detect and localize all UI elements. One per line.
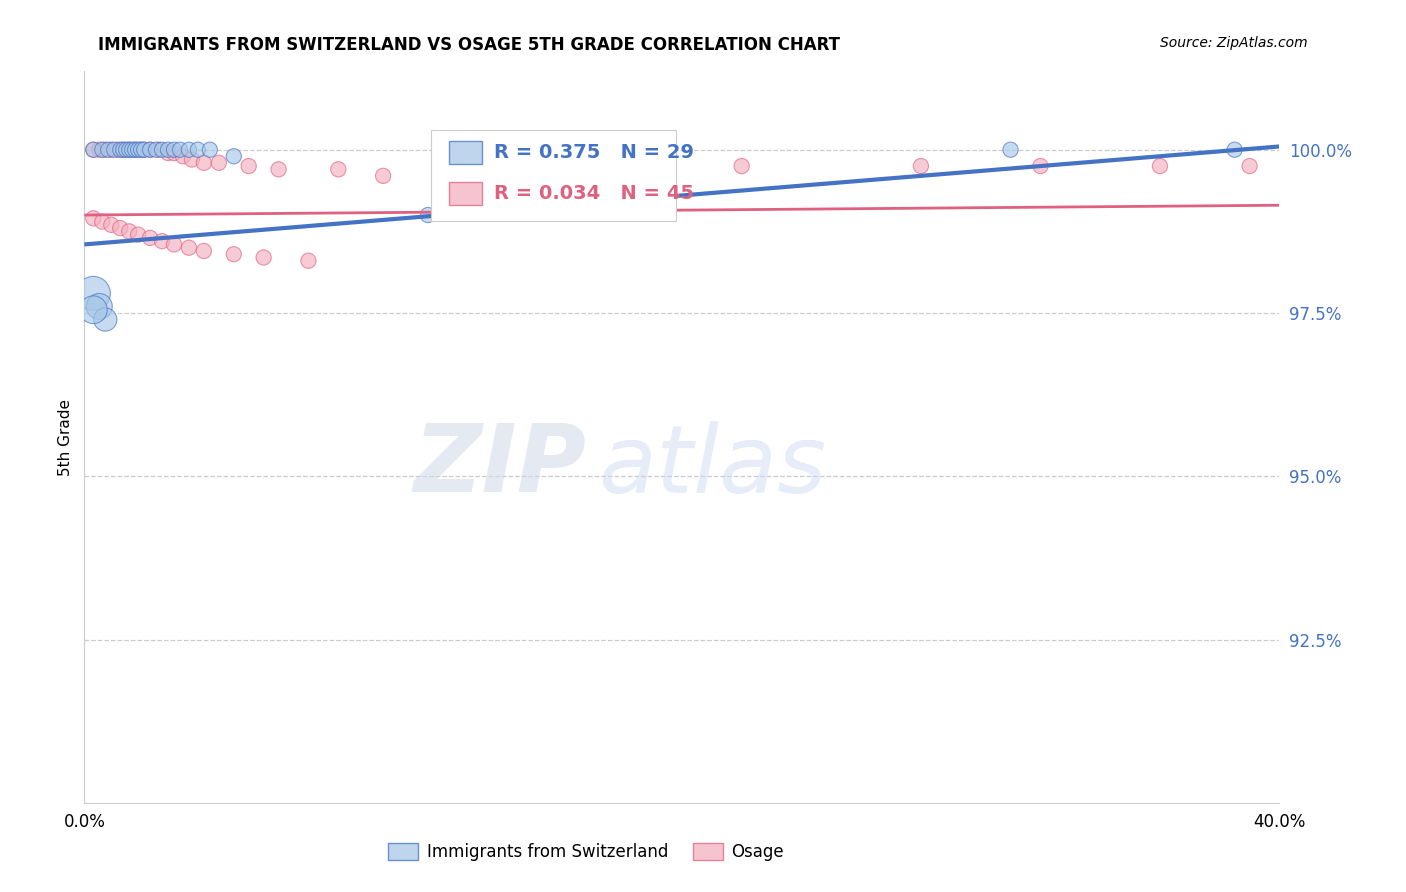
Text: Source: ZipAtlas.com: Source: ZipAtlas.com [1160, 36, 1308, 50]
Point [132, 143, 156, 157]
Point [222, 149, 245, 163]
Point [157, 143, 180, 157]
Point [91, 143, 114, 157]
Point [328, 162, 350, 177]
Text: R = 0.034   N = 45: R = 0.034 N = 45 [495, 184, 695, 203]
Point [150, 143, 173, 157]
Point [110, 221, 132, 235]
Point [1239, 159, 1261, 173]
Point [373, 169, 395, 183]
Point [169, 143, 191, 157]
Legend: Immigrants from Switzerland, Osage: Immigrants from Switzerland, Osage [382, 836, 790, 868]
Point [1029, 159, 1052, 173]
Point [105, 143, 128, 157]
Point [253, 251, 276, 265]
Text: IMMIGRANTS FROM SWITZERLAND VS OSAGE 5TH GRADE CORRELATION CHART: IMMIGRANTS FROM SWITZERLAND VS OSAGE 5TH… [98, 36, 841, 54]
Text: ZIP: ZIP [413, 420, 586, 512]
Point [163, 146, 186, 161]
Point [198, 143, 221, 157]
Text: atlas: atlas [599, 421, 827, 512]
Point [910, 159, 932, 173]
Point [297, 253, 319, 268]
Point [100, 218, 122, 232]
Point [124, 143, 146, 157]
Point [112, 143, 135, 157]
Point [177, 143, 200, 157]
Point [129, 143, 152, 157]
Point [82, 286, 104, 301]
Point [731, 159, 754, 173]
Point [97, 143, 120, 157]
Point [522, 159, 544, 173]
Point [121, 143, 143, 157]
FancyBboxPatch shape [449, 182, 482, 205]
Point [187, 143, 209, 157]
Point [127, 143, 149, 157]
Point [132, 143, 156, 157]
Y-axis label: 5th Grade: 5th Grade [58, 399, 73, 475]
Point [94, 312, 117, 326]
Point [115, 143, 138, 157]
Point [416, 208, 439, 222]
Point [124, 143, 146, 157]
Point [82, 211, 104, 226]
Point [118, 143, 141, 157]
Point [1149, 159, 1171, 173]
Text: R = 0.375   N = 29: R = 0.375 N = 29 [495, 143, 695, 162]
Point [1223, 143, 1246, 157]
Point [82, 143, 104, 157]
Point [91, 214, 114, 228]
Point [89, 300, 111, 314]
Point [118, 224, 141, 238]
Point [222, 247, 245, 261]
Point [208, 155, 231, 169]
Point [89, 143, 111, 157]
Point [94, 143, 117, 157]
Point [150, 234, 173, 248]
Point [612, 162, 634, 177]
Point [148, 143, 170, 157]
Point [193, 155, 215, 169]
Point [118, 143, 141, 157]
Point [82, 143, 104, 157]
Point [112, 143, 135, 157]
Point [177, 241, 200, 255]
Point [129, 143, 152, 157]
Point [238, 159, 260, 173]
Point [127, 227, 149, 242]
Point [82, 302, 104, 317]
Point [163, 143, 186, 157]
Point [432, 159, 454, 173]
FancyBboxPatch shape [449, 141, 482, 164]
Point [193, 244, 215, 258]
Point [139, 143, 162, 157]
Point [267, 162, 290, 177]
Point [100, 143, 122, 157]
Point [110, 143, 132, 157]
Point [172, 149, 194, 163]
Point [103, 143, 125, 157]
Point [145, 143, 167, 157]
FancyBboxPatch shape [432, 130, 676, 221]
Point [139, 143, 162, 157]
Point [1000, 143, 1022, 157]
Point [181, 153, 204, 167]
Point [157, 146, 180, 161]
Point [163, 237, 186, 252]
Point [139, 231, 162, 245]
